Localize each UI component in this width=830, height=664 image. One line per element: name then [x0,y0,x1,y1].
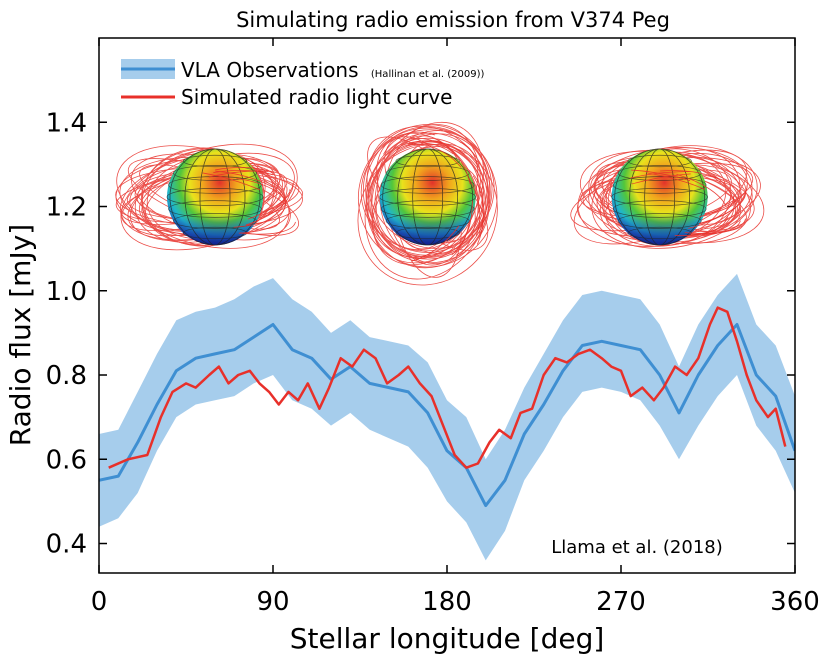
star-shade [379,149,476,245]
x-tick-label: 270 [596,587,646,617]
y-axis-label: Radio flux [mJy] [4,224,37,446]
star-magnetic-field-inset [115,143,304,251]
simulated-light-curve-line [108,306,787,469]
star-magnetic-field-inset [357,121,498,286]
legend-vla-name: VLA Observations [181,58,359,82]
star-magnetic-field-inset [570,145,765,249]
y-tick-label: 0.4 [46,530,87,560]
x-axis-label: Stellar longitude [deg] [290,622,605,655]
inset-layer [115,121,765,286]
vla-uncertainty-band [99,273,795,561]
x-tick-label: 0 [91,587,108,617]
x-tick-label: 180 [422,587,472,617]
star-grid [379,148,477,246]
star-shade [167,149,263,245]
legend-sim-label: Simulated radio light curve [181,85,452,109]
y-tick-label: 1.2 [46,193,87,223]
data-layer [99,273,795,561]
x-tick-label: 90 [256,587,289,617]
y-tick-label: 1.0 [46,277,87,307]
star-grid [611,148,709,246]
star-shade [611,149,708,245]
legend-vla-label: VLA Observations (Hallinan et al. (2009)… [181,58,485,82]
y-tick-label: 0.6 [46,445,87,475]
x-tick-label: 360 [770,587,820,617]
citation-annotation: Llama et al. (2018) [551,537,723,558]
legend-vla-citation: (Hallinan et al. (2009)) [371,69,485,80]
legend: VLA Observations (Hallinan et al. (2009)… [121,58,485,109]
y-tick-label: 1.4 [46,108,87,138]
axis-layer: 0 90 180 270 360 0.4 0.6 0.8 1.0 1.2 1.4 [46,38,820,617]
y-tick-label: 0.8 [46,361,87,391]
chart-title: Simulating radio emission from V374 Peg [236,8,670,32]
vla-observations-line [99,323,795,508]
